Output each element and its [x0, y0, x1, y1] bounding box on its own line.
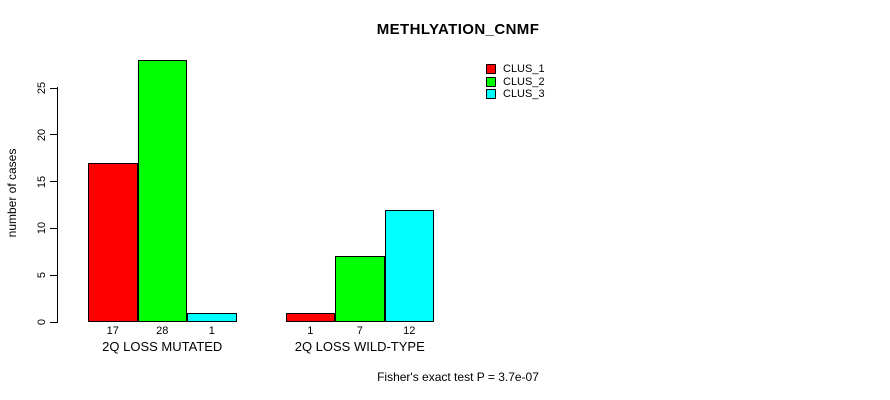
bar-clus_1-group2 — [285, 312, 335, 322]
legend-swatch — [486, 64, 496, 75]
y-tick-mark — [50, 274, 57, 276]
bar-value-label: 17 — [106, 325, 119, 337]
legend-label: CLUS_3 — [503, 87, 545, 100]
legend-item: CLUS_3 — [486, 88, 545, 100]
bar-clus_3-group2 — [384, 209, 434, 322]
y-tick-label: 10 — [36, 222, 48, 235]
y-tick-mark — [50, 321, 57, 323]
legend-item: CLUS_2 — [486, 75, 545, 88]
y-tick-label: 5 — [36, 272, 48, 279]
bar-clus_2-group2 — [335, 256, 385, 322]
bar-value-label: 28 — [156, 325, 169, 337]
y-axis-label: number of cases — [5, 148, 19, 238]
y-tick-label: 25 — [36, 81, 48, 95]
y-tick-mark — [50, 134, 57, 136]
y-axis-line — [57, 87, 58, 323]
bar-value-label: 1 — [208, 325, 215, 337]
bar-value-label: 1 — [307, 325, 314, 337]
y-tick-label: 15 — [36, 175, 48, 188]
legend: CLUS_1 CLUS_2 CLUS_3 — [486, 63, 545, 100]
category-label: 2Q LOSS WILD-TYPE — [294, 339, 425, 354]
y-tick-label: 0 — [36, 318, 48, 326]
bar-value-label: 12 — [403, 325, 416, 337]
legend-swatch — [486, 76, 496, 87]
y-tick-mark — [50, 227, 57, 229]
bar-clus_2-group1 — [137, 59, 187, 322]
bar-clus_3-group1 — [187, 312, 237, 322]
y-tick-mark — [50, 181, 57, 183]
legend-label: CLUS_1 — [503, 63, 545, 76]
category-label: 2Q LOSS MUTATED — [102, 339, 223, 354]
bar-value-label: 7 — [356, 325, 363, 337]
legend-item: CLUS_1 — [486, 63, 545, 75]
legend-swatch — [486, 88, 496, 99]
bar-clus_1-group1 — [88, 162, 138, 322]
y-tick-label: 20 — [36, 128, 48, 141]
chart-title: METHLYATION_CNMF — [376, 21, 540, 38]
footer-note: Fisher's exact test P = 3.7e-07 — [377, 370, 539, 384]
y-tick-mark — [50, 87, 57, 89]
legend-label: CLUS_2 — [503, 75, 545, 88]
